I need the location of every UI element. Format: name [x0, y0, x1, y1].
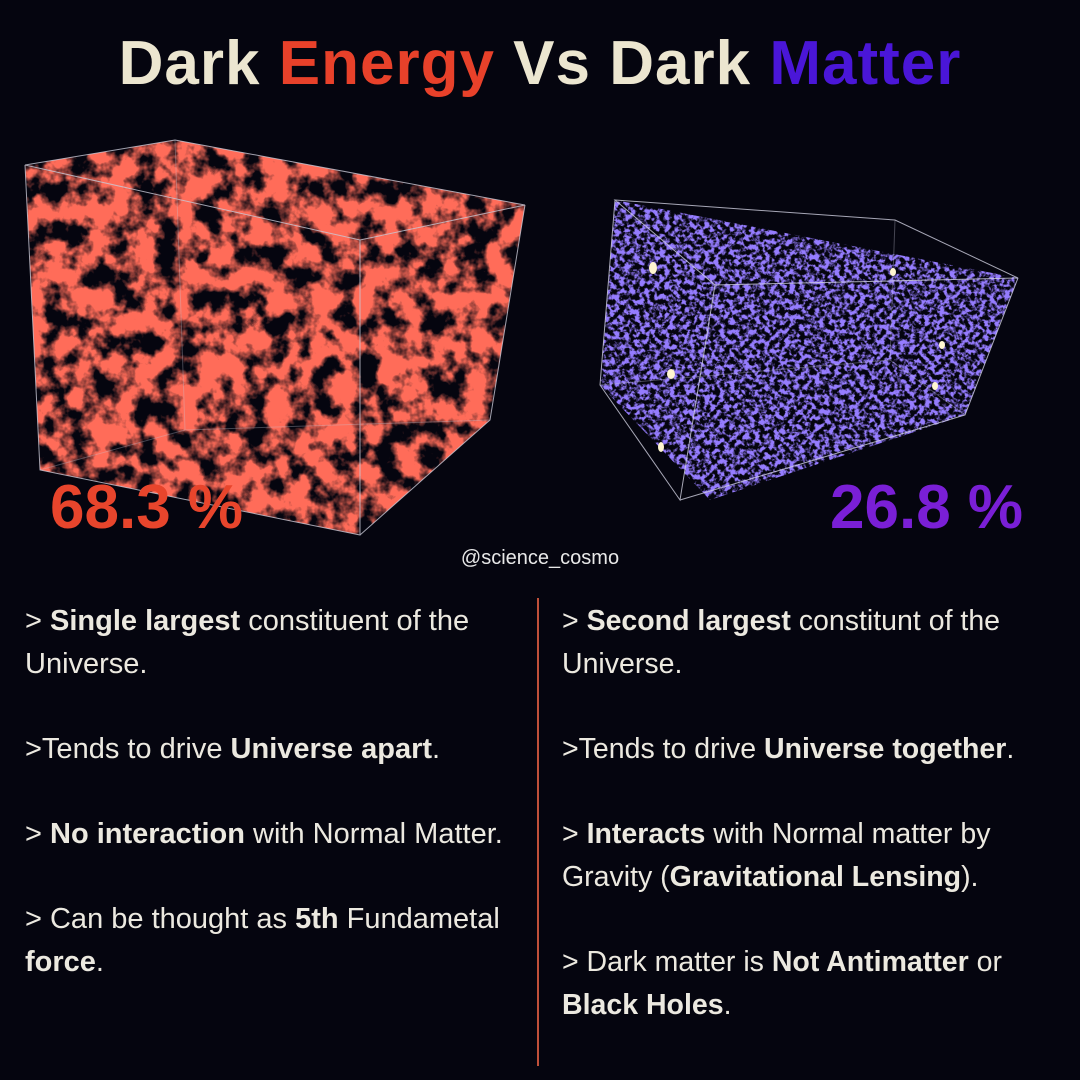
- fact-text: with Normal Matter.: [244, 818, 503, 850]
- title-word: Dark: [118, 29, 279, 98]
- fact-text: constitunt of the Universe.: [562, 605, 1001, 680]
- fact-text: >Tends to drive: [25, 733, 231, 765]
- fact-text: .: [723, 989, 732, 1021]
- fact-emphasis: Universe apart: [230, 733, 433, 765]
- title-word: Energy: [278, 29, 495, 98]
- title-word: Dark: [609, 29, 770, 98]
- fact-text: >Tends to drive: [562, 733, 764, 765]
- fact-text: Fundametal: [338, 903, 500, 935]
- fact: > Interacts with Normal matter by Gravit…: [562, 813, 1077, 899]
- fact-text: constituent of the Universe.: [25, 605, 470, 680]
- fact: > No interaction with Normal Matter.: [25, 813, 525, 856]
- fact: > Second largest constitunt of the Unive…: [562, 600, 1077, 686]
- dark-matter-percent: 26.8 %: [830, 473, 1024, 542]
- fact-emphasis: Black Holes: [562, 989, 724, 1021]
- title-word: Vs: [494, 29, 610, 98]
- left-box-frame: [24, 139, 526, 536]
- fact-text: ).: [961, 861, 979, 893]
- fact-text: or: [968, 946, 1002, 978]
- fact-emphasis: Single largest: [50, 605, 241, 637]
- right-box-frame: [599, 199, 1019, 502]
- fact: > Dark matter is Not Antimatter or Black…: [562, 941, 1077, 1027]
- fact-emphasis: force: [25, 946, 96, 978]
- fact-emphasis: No interaction: [50, 818, 245, 850]
- fact-emphasis: Interacts: [586, 818, 706, 850]
- dark-energy-percent: 68.3 %: [50, 473, 244, 542]
- fact-emphasis: Not Antimatter: [771, 946, 969, 978]
- fact-emphasis: Second largest: [586, 605, 791, 637]
- dark-matter-facts: > Second largest constitunt of the Unive…: [562, 600, 1077, 1069]
- fact-text: .: [95, 946, 104, 978]
- handle: @science_cosmo: [460, 547, 620, 569]
- fact: >Tends to drive Universe together.: [562, 728, 1077, 771]
- fact-text: > Can be thought as: [25, 903, 296, 935]
- dark-matter-image: [600, 200, 1018, 500]
- fact-text: .: [432, 733, 441, 765]
- fact: > Can be thought as 5th Fundametal force…: [25, 898, 525, 984]
- title-word: Matter: [769, 29, 962, 98]
- dark-energy-facts: > Single largest constituent of the Univ…: [25, 600, 525, 1026]
- fact: > Single largest constituent of the Univ…: [25, 600, 525, 686]
- fact-emphasis: 5th: [295, 903, 339, 935]
- fact-text: > Dark matter is: [562, 946, 772, 978]
- bright-spots: [649, 262, 945, 452]
- fact-text: >: [25, 818, 50, 850]
- fact-text: .: [1006, 733, 1015, 765]
- fact: >Tends to drive Universe apart.: [25, 728, 525, 771]
- fact-text: >: [562, 818, 587, 850]
- divider: [537, 598, 539, 1066]
- fact-emphasis: Universe together: [764, 733, 1007, 765]
- fact-text: with Normal matter by Gravity (: [562, 818, 991, 893]
- title: Dark Energy Vs Dark Matter: [0, 28, 1080, 99]
- fact-text: >: [562, 605, 587, 637]
- fact-text: >: [25, 605, 50, 637]
- fact-emphasis: Gravitational Lensing: [669, 861, 962, 893]
